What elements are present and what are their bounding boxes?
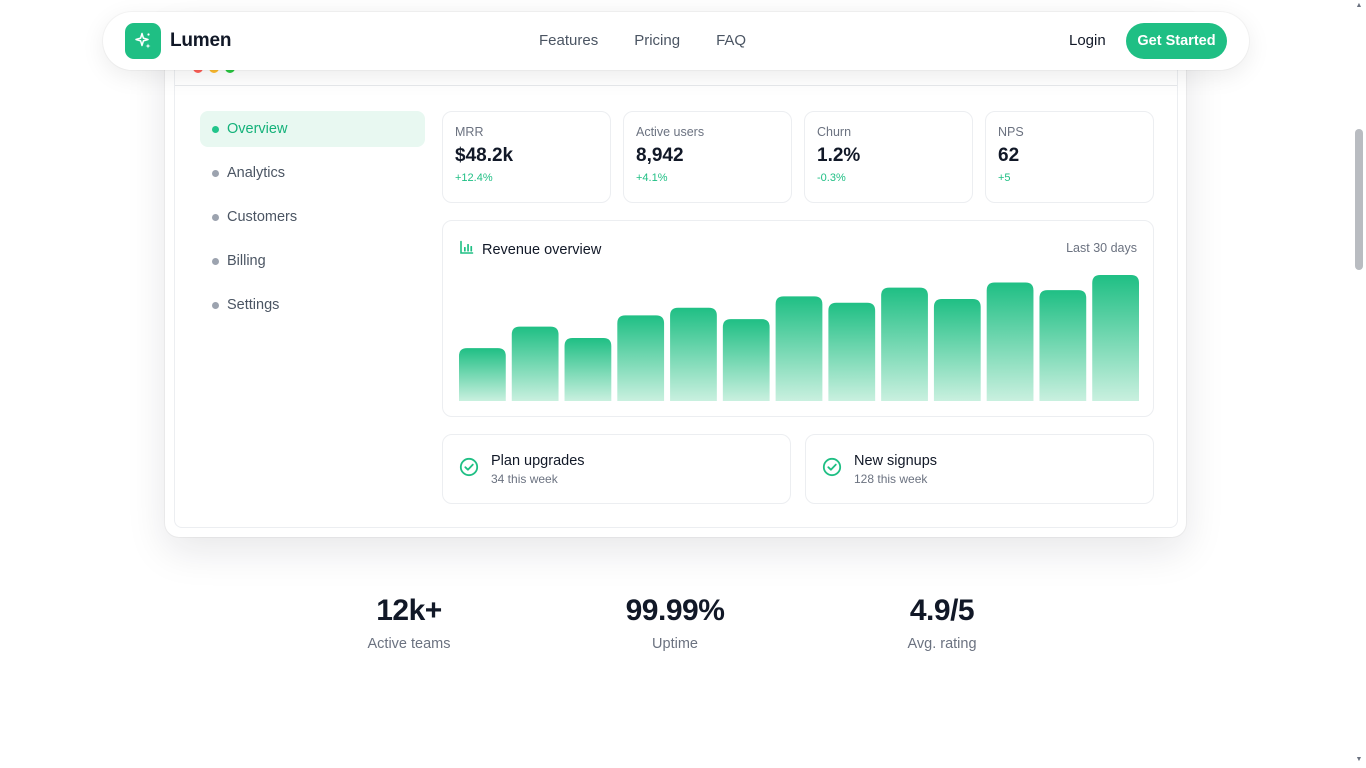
- stat-uptime: 99.99% Uptime: [575, 594, 775, 652]
- sidebar-item-label: Billing: [227, 253, 266, 269]
- app-window-frame: Overview Analytics Customers Billing Set…: [174, 20, 1178, 528]
- sidebar-item-billing[interactable]: Billing: [200, 243, 425, 279]
- chart-header: Revenue overview: [459, 240, 601, 259]
- nav-link-faq[interactable]: FAQ: [716, 32, 747, 49]
- sidebar-item-label: Settings: [227, 297, 280, 313]
- card-title: New signups: [854, 452, 938, 469]
- brand[interactable]: Lumen: [125, 23, 231, 59]
- chart-bar: [986, 282, 1034, 401]
- scrollbar-thumb[interactable]: [1355, 129, 1363, 270]
- stat-avg-rating: 4.9/5 Avg. rating: [842, 594, 1042, 652]
- nav-links: Features Pricing FAQ: [539, 32, 746, 49]
- card-subtitle: 128 this week: [854, 471, 928, 486]
- plan-upgrades-card: Plan upgrades 34 this week: [442, 434, 791, 504]
- chart-bar: [775, 296, 823, 401]
- check-circle-icon: [459, 457, 479, 482]
- sidebar-item-settings[interactable]: Settings: [200, 287, 425, 323]
- revenue-chart-card: Revenue overview Last 30 days: [442, 220, 1154, 417]
- scroll-up-icon[interactable]: ▲: [1355, 2, 1363, 9]
- sparkle-icon: [125, 23, 161, 59]
- bar-chart-icon: [459, 240, 474, 259]
- activity-cards: Plan upgrades 34 this week New signups 1…: [442, 434, 1154, 504]
- app-preview-window: Overview Analytics Customers Billing Set…: [165, 20, 1186, 537]
- date-range-label: Last 30 days: [1066, 241, 1137, 255]
- login-link[interactable]: Login: [1069, 32, 1106, 49]
- stat-value: 99.99%: [625, 594, 725, 627]
- kpi-row: MRR $48.2k +12.4% Active users 8,942 +4.…: [442, 111, 1154, 203]
- chart-bar: [511, 326, 559, 401]
- kpi-value: $48.2k: [455, 145, 514, 166]
- sidebar-item-customers[interactable]: Customers: [200, 199, 425, 235]
- nav-link-pricing[interactable]: Pricing: [634, 32, 681, 49]
- chart-bar: [617, 315, 665, 401]
- stat-label: Uptime: [652, 636, 698, 652]
- card-title: Plan upgrades: [491, 452, 585, 469]
- kpi-card-nps: NPS 62 +5: [985, 111, 1154, 203]
- new-signups-card: New signups 128 this week: [805, 434, 1154, 504]
- kpi-delta: +12.4%: [455, 172, 493, 184]
- kpi-delta: -0.3%: [817, 172, 846, 184]
- chart-bar: [564, 338, 612, 401]
- revenue-bar-chart: [459, 275, 1139, 401]
- kpi-delta: +4.1%: [636, 172, 668, 184]
- chart-bar: [722, 319, 770, 401]
- sidebar-item-label: Customers: [227, 209, 298, 225]
- page-scrollbar[interactable]: ▲ ▼: [1352, 0, 1366, 768]
- chart-bar: [459, 348, 506, 401]
- chart-bar: [1039, 290, 1087, 401]
- kpi-label: Churn: [817, 125, 852, 139]
- kpi-value: 62: [998, 145, 1020, 166]
- stat-value: 12k+: [376, 594, 442, 627]
- stat-value: 4.9/5: [909, 594, 975, 627]
- sidebar-item-analytics[interactable]: Analytics: [200, 155, 425, 191]
- kpi-label: MRR: [455, 125, 484, 139]
- kpi-card-active-users: Active users 8,942 +4.1%: [623, 111, 792, 203]
- scroll-down-icon[interactable]: ▼: [1355, 756, 1363, 763]
- bullet-icon: [212, 169, 219, 177]
- bullet-icon: [212, 301, 219, 309]
- sidebar-item-overview[interactable]: Overview: [200, 111, 425, 147]
- kpi-card-mrr: MRR $48.2k +12.4%: [442, 111, 611, 203]
- top-navbar: Lumen Features Pricing FAQ Login Get Sta…: [103, 12, 1249, 70]
- card-subtitle: 34 this week: [491, 471, 558, 486]
- chart-bar: [828, 302, 876, 401]
- brand-name: Lumen: [170, 30, 232, 51]
- sidebar: Overview Analytics Customers Billing Set…: [200, 111, 425, 331]
- sidebar-item-label: Analytics: [227, 165, 286, 181]
- check-circle-icon: [822, 457, 842, 482]
- get-started-button[interactable]: Get Started: [1126, 23, 1227, 59]
- nav-link-features[interactable]: Features: [539, 32, 599, 49]
- stat-label: Active teams: [367, 636, 451, 652]
- chart-bar: [933, 298, 981, 401]
- stat-label: Avg. rating: [907, 636, 977, 652]
- chart-bar: [881, 287, 928, 401]
- sidebar-item-label: Overview: [227, 121, 288, 137]
- kpi-delta: +5: [998, 172, 1011, 184]
- bullet-icon: [212, 125, 219, 133]
- kpi-value: 1.2%: [817, 145, 861, 166]
- kpi-card-churn: Churn 1.2% -0.3%: [804, 111, 973, 203]
- kpi-value: 8,942: [636, 145, 684, 166]
- chart-title: Revenue overview: [482, 241, 602, 258]
- bullet-icon: [212, 213, 219, 221]
- chart-bar: [670, 307, 717, 401]
- chart-bar: [1092, 275, 1139, 401]
- stat-active-teams: 12k+ Active teams: [309, 594, 509, 652]
- kpi-label: NPS: [998, 125, 1024, 139]
- kpi-label: Active users: [636, 125, 705, 139]
- bullet-icon: [212, 257, 219, 265]
